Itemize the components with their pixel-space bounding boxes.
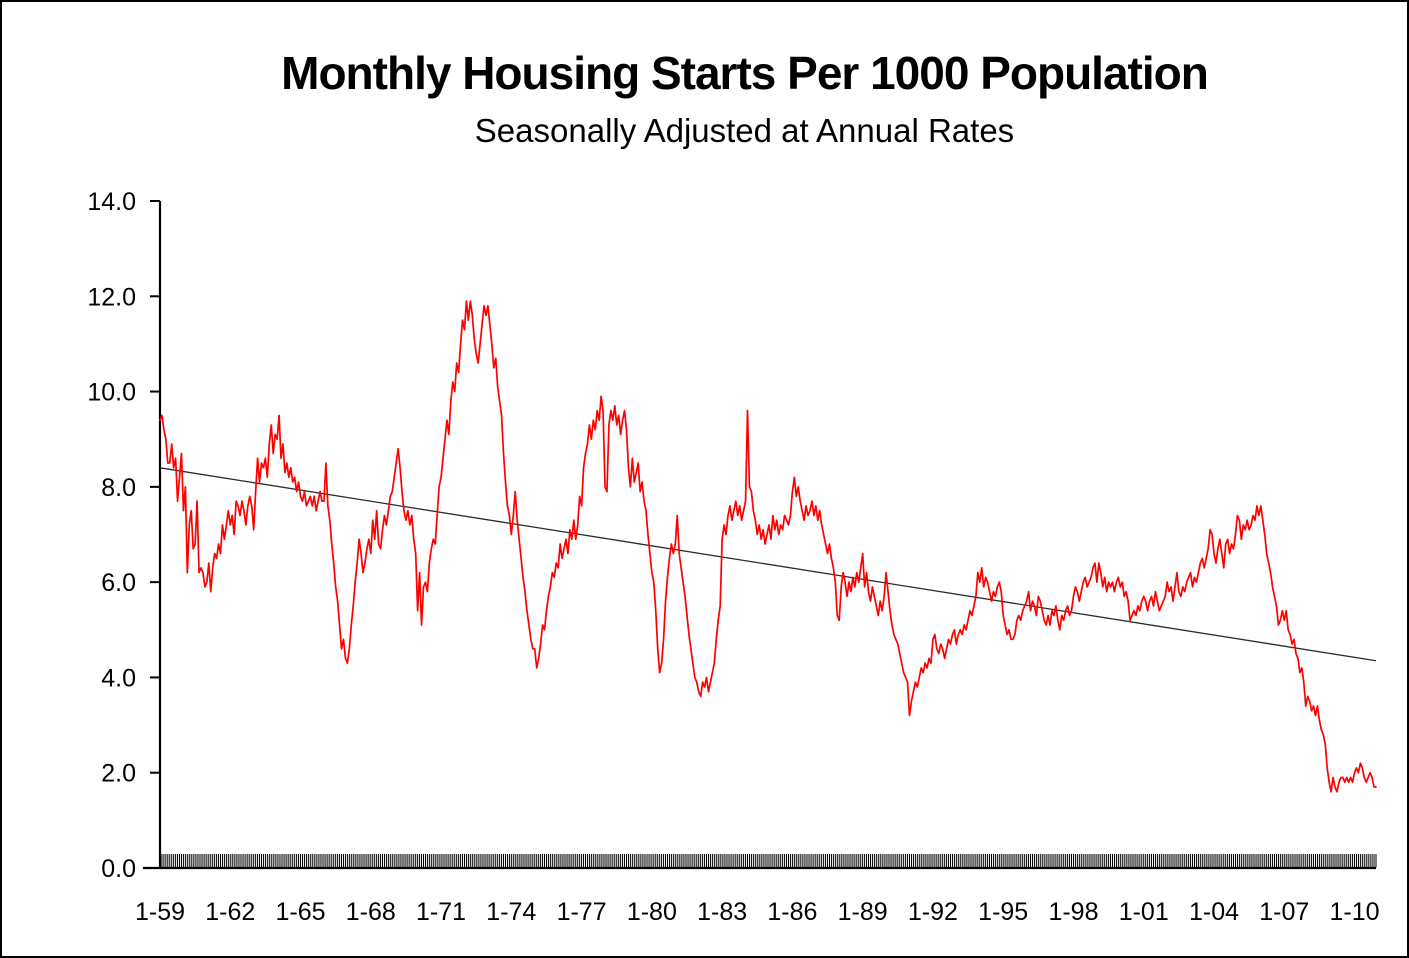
y-axis-tick-label: 10.0 [87,379,136,407]
y-axis-tick-label: 8.0 [101,474,136,502]
x-axis-tick-label: 1-59 [135,898,185,926]
housing-starts-series-line [159,300,1377,793]
y-axis-tick-label: 0.0 [101,855,136,883]
y-axis-tick-label: 12.0 [87,283,136,311]
chart-subtitle: Seasonally Adjusted at Annual Rates [474,112,1015,149]
x-axis-tick-label: 1-68 [346,898,396,926]
y-axis-tick-label: 4.0 [101,664,136,692]
x-axis-tick-label: 1-92 [908,898,958,926]
x-axis-tick-label: 1-01 [1119,898,1169,926]
x-axis-tick-label: 1-83 [697,898,747,926]
x-axis-tick-label: 1-80 [627,898,677,926]
x-axis-tick-label: 1-95 [978,898,1028,926]
y-axis-tick-label: 14.0 [87,188,136,216]
chart-title: Monthly Housing Starts Per 1000 Populati… [281,47,1209,99]
x-axis-tick-label: 1-74 [486,898,536,926]
x-axis-tick-label: 1-65 [276,898,326,926]
trend-line [159,467,1377,662]
x-axis-tick-label: 1-71 [416,898,466,926]
x-axis-tick-label: 1-62 [205,898,255,926]
x-axis-tick-label: 1-04 [1189,898,1239,926]
x-axis-tick-label: 1-77 [557,898,607,926]
x-axis-tick-label: 1-10 [1330,898,1380,926]
x-axis-tick-label: 1-89 [838,898,888,926]
y-axis-tick-label: 6.0 [101,569,136,597]
x-axis-tick-label: 1-07 [1259,898,1309,926]
y-axis-tick-label: 2.0 [101,760,136,788]
x-axis-tick-label: 1-98 [1048,898,1098,926]
x-axis-tick-label: 1-86 [767,898,817,926]
